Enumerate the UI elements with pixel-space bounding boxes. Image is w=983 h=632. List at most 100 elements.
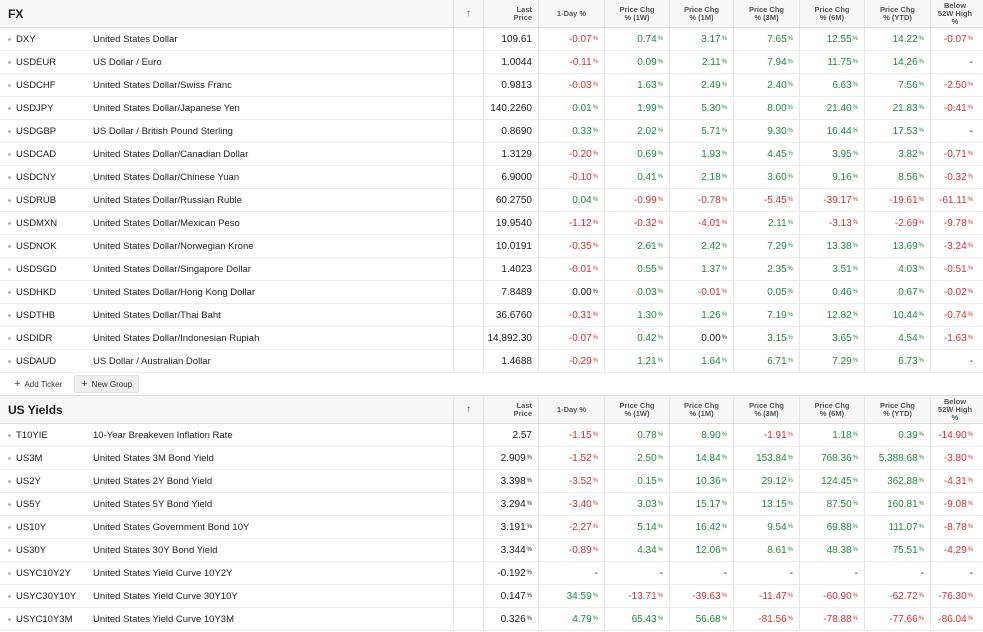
header-below-52w[interactable]: Below 52W High% (937, 0, 973, 26)
header-chg-3m[interactable]: Price Chg% (3M) (734, 396, 800, 423)
header-last-price[interactable]: Last Price (484, 0, 539, 27)
table-row[interactable]: USDSGD United States Dollar/Singapore Dol… (0, 258, 983, 281)
percent-sign: % (592, 455, 598, 461)
ticker-symbol[interactable]: USYC30Y10Y (0, 585, 86, 607)
table-row[interactable]: USYC10Y3M United States Yield Curve 10Y3M… (0, 608, 983, 631)
bullet-icon (8, 548, 11, 552)
percent-sign: % (852, 547, 858, 553)
header-chg-ytd[interactable]: Price Chg% (YTD) (865, 0, 931, 27)
table-row[interactable]: USYC10Y2Y United States Yield Curve 10Y2Y… (0, 562, 983, 585)
ticker-symbol[interactable]: USDCHF (0, 74, 86, 96)
table-row[interactable]: T10YIE 10-Year Breakeven Inflation Rate 2.… (0, 424, 983, 447)
table-row[interactable]: USDGBP US Dollar / British Pound Sterling… (0, 120, 983, 143)
ticker-symbol[interactable]: DXY (0, 28, 86, 50)
percent-sign: % (787, 358, 793, 364)
table-row[interactable]: USDEUR US Dollar / Euro 1.0044 -0.11% 0.09% 2… (0, 51, 983, 74)
ticker-symbol[interactable]: USYC10Y3M (0, 608, 86, 630)
header-chg-6m[interactable]: Price Chg% (6M) (800, 396, 865, 423)
table-row[interactable]: USDCNY United States Dollar/Chinese Yuan 6… (0, 166, 983, 189)
ticker-name: United States Dollar/Mexican Peso (86, 212, 454, 234)
percent-sign: % (852, 524, 858, 530)
percent-sign: % (526, 547, 532, 553)
ticker-symbol[interactable]: US30Y (0, 539, 86, 561)
ticker-symbol[interactable]: USDEUR (0, 51, 86, 73)
table-row[interactable]: USDIDR United States Dollar/Indonesian Ru… (0, 327, 983, 350)
ticker-symbol[interactable]: USDGBP (0, 120, 86, 142)
sort-spacer (454, 51, 484, 73)
change-6m: 9.16% (800, 166, 865, 188)
table-row[interactable]: US2Y United States 2Y Bond Yield 3.398% -3.… (0, 470, 983, 493)
ticker-symbol[interactable]: USDJPY (0, 97, 86, 119)
percent-sign: % (787, 289, 793, 295)
ticker-symbol[interactable]: USDAUD (0, 350, 86, 372)
ticker-symbol[interactable]: USDIDR (0, 327, 86, 349)
table-row[interactable]: US10Y United States Government Bond 10Y 3.… (0, 516, 983, 539)
percent-sign: % (592, 478, 598, 484)
header-1-day[interactable]: 1-Day % (539, 396, 605, 423)
sort-spacer (454, 516, 484, 538)
below-52w-high: - (969, 567, 973, 579)
percent-sign: % (592, 432, 598, 438)
percent-sign: % (592, 289, 598, 295)
new-group-button[interactable]: + New Group (74, 375, 140, 393)
bullet-icon (8, 60, 11, 64)
add-ticker-button[interactable]: + Add Ticker (14, 378, 63, 390)
below-52w-high: -61.11% (939, 194, 973, 206)
table-row[interactable]: USDCHF United States Dollar/Swiss Franc 0.… (0, 74, 983, 97)
sort-arrow-icon[interactable]: ↑ (454, 0, 484, 27)
ticker-symbol[interactable]: T10YIE (0, 424, 86, 446)
bullet-icon (8, 313, 11, 317)
ticker-symbol[interactable]: USDMXN (0, 212, 86, 234)
table-row[interactable]: US30Y United States 30Y Bond Yield 3.344% -… (0, 539, 983, 562)
header-chg-1w[interactable]: Price Chg% (1W) (605, 0, 670, 27)
change-1-day: 0.00% (539, 281, 605, 303)
table-row[interactable]: USYC30Y10Y United States Yield Curve 30Y1… (0, 585, 983, 608)
header-chg-1m[interactable]: Price Chg% (1M) (670, 0, 734, 27)
table-row[interactable]: USDRUB United States Dollar/Russian Ruble… (0, 189, 983, 212)
ticker-symbol[interactable]: USDSGD (0, 258, 86, 280)
header-last-price[interactable]: Last Price (484, 396, 539, 423)
table-row[interactable]: USDHKD United States Dollar/Hong Kong Dol… (0, 281, 983, 304)
table-row[interactable]: USDTHB United States Dollar/Thai Baht 36.6… (0, 304, 983, 327)
ticker-symbol[interactable]: USDTHB (0, 304, 86, 326)
header-1-day[interactable]: 1-Day % (539, 0, 605, 27)
ticker-symbol[interactable]: USDCAD (0, 143, 86, 165)
percent-sign: % (852, 36, 858, 42)
change-ytd: 75.51% (865, 539, 931, 561)
table-row[interactable]: USDMXN United States Dollar/Mexican Peso 1… (0, 212, 983, 235)
header-chg-6m[interactable]: Price Chg% (6M) (800, 0, 865, 27)
table-row[interactable]: US3M United States 3M Bond Yield 2.909% -1.… (0, 447, 983, 470)
sort-spacer (454, 493, 484, 515)
ticker-symbol[interactable]: US3M (0, 447, 86, 469)
header-below-52w[interactable]: Below 52W High% (937, 396, 973, 422)
header-chg-1w[interactable]: Price Chg% (1W) (605, 396, 670, 423)
table-row[interactable]: DXY United States Dollar 109.61 -0.07% 0.74%… (0, 28, 983, 51)
table-row[interactable]: USDCAD United States Dollar/Canadian Doll… (0, 143, 983, 166)
last-price: 0.147% (484, 585, 539, 607)
ticker-symbol[interactable]: USDCNY (0, 166, 86, 188)
ticker-symbol[interactable]: US5Y (0, 493, 86, 515)
ticker-symbol[interactable]: USDNOK (0, 235, 86, 257)
percent-sign: % (592, 82, 598, 88)
table-row[interactable]: USDJPY United States Dollar/Japanese Yen 1… (0, 97, 983, 120)
header-chg-1m[interactable]: Price Chg% (1M) (670, 396, 734, 423)
ticker-symbol[interactable]: US10Y (0, 516, 86, 538)
ticker-symbol[interactable]: USYC10Y2Y (0, 562, 86, 584)
percent-sign: % (918, 128, 924, 134)
ticker-symbol[interactable]: US2Y (0, 470, 86, 492)
ticker-symbol[interactable]: USDRUB (0, 189, 86, 211)
header-chg-3m[interactable]: Price Chg% (3M) (734, 0, 800, 27)
change-ytd: 13.69% (865, 235, 931, 257)
table-row[interactable]: USDNOK United States Dollar/Norwegian Kro… (0, 235, 983, 258)
header-chg-ytd[interactable]: Price Chg% (YTD) (865, 396, 931, 423)
change-1m: -0.01% (670, 281, 734, 303)
change-1w: -0.99% (605, 189, 670, 211)
below-52w-high: -0.07% (943, 33, 973, 45)
us-yields-section: US Yields ↑ Last Price 1-Day % Price Chg%… (0, 396, 983, 631)
table-row[interactable]: USDAUD US Dollar / Australian Dollar 1.468… (0, 350, 983, 373)
table-row[interactable]: US5Y United States 5Y Bond Yield 3.294% -3.… (0, 493, 983, 516)
ticker-symbol[interactable]: USDHKD (0, 281, 86, 303)
percent-sign: % (918, 478, 924, 484)
sort-arrow-icon[interactable]: ↑ (454, 396, 484, 423)
change-3m: 4.45% (734, 143, 800, 165)
